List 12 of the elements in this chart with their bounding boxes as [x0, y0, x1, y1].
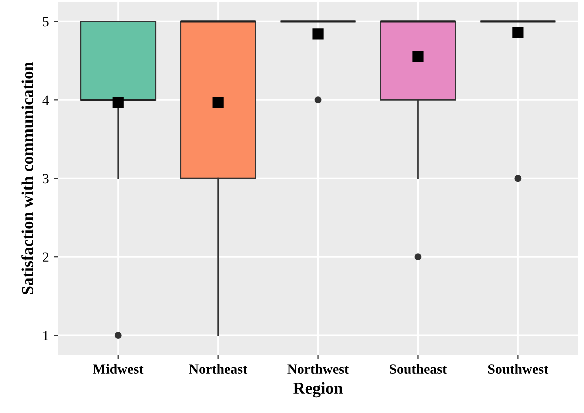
x-axis-title: Region	[294, 382, 344, 398]
y-axis-title: Satisfaction with communication	[22, 62, 34, 294]
x-tick-label: Northeast	[189, 364, 248, 374]
x-tick-label: Northwest	[288, 364, 350, 374]
y-tick-label: 1	[44, 331, 49, 340]
y-tick-label: 2	[43, 252, 49, 262]
x-tick-label: Southeast	[390, 364, 448, 374]
y-tick-label: 3	[43, 174, 49, 184]
x-tick-label: Midwest	[93, 364, 144, 374]
y-tick-label: 4	[42, 96, 50, 105]
y-tick-label: 5	[43, 17, 49, 27]
x-tick-label: Southwest	[488, 364, 549, 374]
